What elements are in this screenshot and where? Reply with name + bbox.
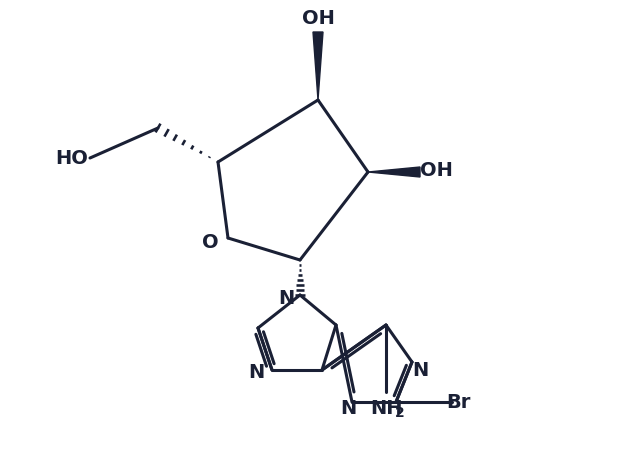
Text: N: N: [278, 289, 294, 307]
Text: N: N: [412, 360, 428, 379]
Text: NH: NH: [370, 399, 403, 417]
Text: 2: 2: [395, 406, 405, 420]
Text: HO: HO: [56, 149, 88, 167]
Text: N: N: [340, 399, 356, 417]
Text: OH: OH: [301, 8, 335, 28]
Text: O: O: [202, 233, 218, 251]
Polygon shape: [313, 32, 323, 100]
Polygon shape: [368, 167, 420, 177]
Text: Br: Br: [446, 392, 470, 412]
Text: N: N: [248, 362, 264, 382]
Text: OH: OH: [420, 160, 452, 180]
